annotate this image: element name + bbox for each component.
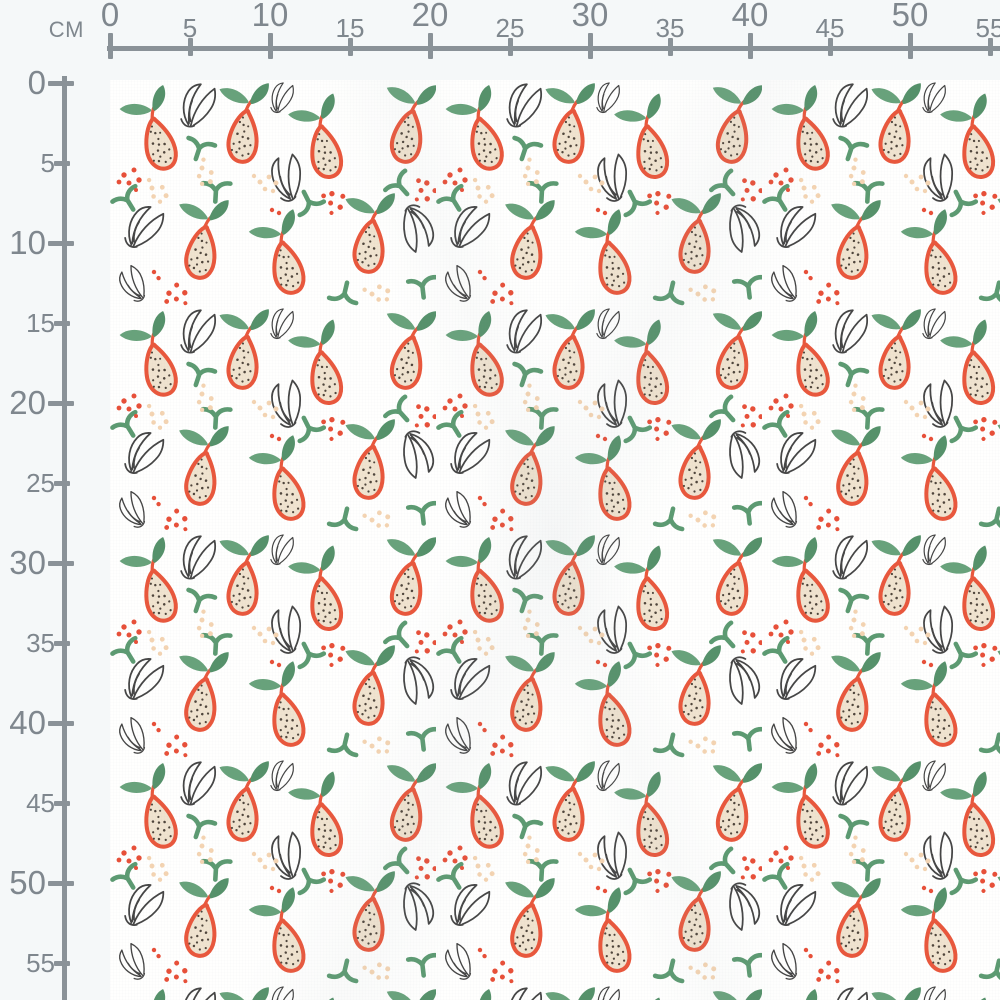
left-ruler-tick [54,960,70,966]
top-ruler-line [107,46,1000,51]
top-ruler-tick [667,38,673,56]
left-ruler-tick-label: 0 [27,64,46,101]
left-ruler-tick [48,720,74,726]
top-ruler-tick-label: 40 [731,0,769,33]
left-ruler-tick-label: 10 [9,224,46,261]
top-ruler-tick [347,38,353,56]
top-ruler-tick-label: 10 [251,0,289,33]
top-ruler-tick-label: 20 [411,0,449,33]
top-ruler-tick-label: 45 [815,13,845,43]
top-ruler-tick-label: 50 [891,0,929,33]
fabric-preview[interactable] [110,80,1000,1000]
top-ruler-tick-label: 15 [335,13,365,43]
top-ruler-tick [587,33,593,59]
left-ruler-tick-label: 50 [9,864,46,901]
top-ruler-tick [427,33,433,59]
top-ruler-tick-label: 0 [100,0,120,33]
top-ruler-tick [747,33,753,59]
top-ruler-tick [827,38,833,56]
left-ruler-tick [48,400,74,406]
top-ruler-tick-label: 55 [975,13,1000,43]
top-ruler-tick [907,33,913,59]
left-ruler-line [62,76,67,1000]
left-ruler-tick-label: 35 [26,628,55,658]
left-ruler-tick-label: 55 [26,948,55,978]
left-ruler-tick [48,80,74,86]
ruler-unit-label: CM [48,17,84,42]
top-ruler-tick [187,38,193,56]
top-ruler-tick-label: 5 [182,13,198,43]
left-ruler-tick-label: 20 [9,384,46,421]
left-ruler-tick [54,160,70,166]
left-ruler-tick [48,560,74,566]
left-ruler-tick-label: 25 [26,468,55,498]
left-ruler-tick [54,800,70,806]
top-ruler-tick-label: 25 [495,13,525,43]
left-ruler-tick-label: 40 [9,704,46,741]
top-ruler-tick [507,38,513,56]
left-ruler-tick [54,320,70,326]
top-ruler-tick [267,33,273,59]
left-ruler-tick-label: 30 [9,544,46,581]
left-ruler-tick [54,480,70,486]
left-ruler-tick-label: 5 [40,148,55,178]
left-ruler-tick-label: 45 [26,788,55,818]
top-ruler-tick-label: 30 [571,0,609,33]
top-ruler-tick [107,33,113,59]
top-ruler-tick [987,38,993,56]
pear-pattern-svg [110,80,1000,1000]
left-ruler-tick [48,240,74,246]
left-ruler-tick [54,640,70,646]
left-ruler-tick-label: 15 [26,308,55,338]
left-ruler-tick [48,880,74,886]
top-ruler-tick-label: 35 [655,13,685,43]
